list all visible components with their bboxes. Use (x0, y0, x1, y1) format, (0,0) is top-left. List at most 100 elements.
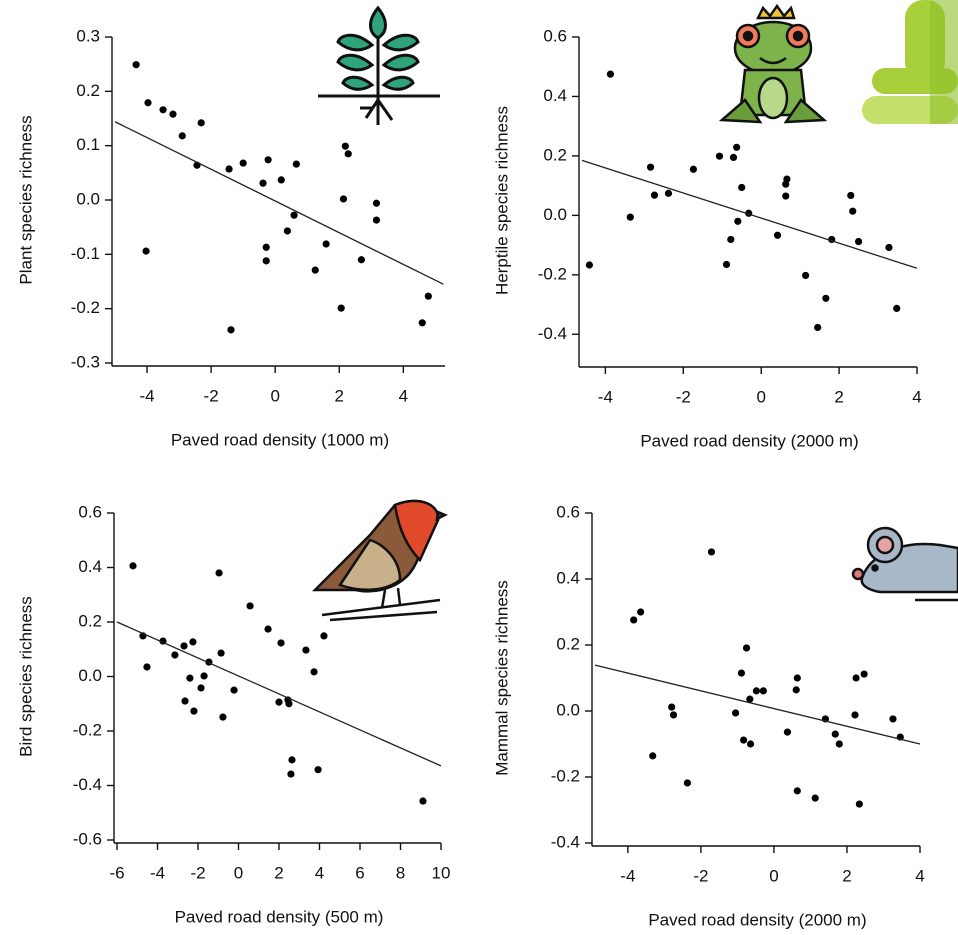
x-axis-label: Paved road density (2000 m) (640, 431, 858, 450)
point (424, 292, 432, 300)
point (227, 326, 235, 334)
point (341, 142, 349, 150)
x-tick-label: -2 (693, 866, 708, 885)
y-tick-label: 0.3 (76, 26, 100, 45)
point (132, 61, 140, 69)
point (302, 646, 310, 654)
point (322, 240, 330, 248)
point (217, 649, 225, 657)
y-tick-label: -0.1 (71, 244, 100, 263)
x-tick-label: 8 (396, 863, 405, 882)
y-tick-label: 0.6 (78, 502, 102, 521)
y-axis-label: Herptile species richness (492, 106, 511, 295)
x-axis-label: Paved road density (2000 m) (648, 910, 866, 929)
point (606, 70, 615, 78)
point (727, 235, 735, 244)
point (292, 160, 300, 168)
plant-icon (318, 5, 440, 125)
x-tick-label: 2 (834, 387, 843, 406)
point (181, 697, 189, 705)
point (646, 163, 655, 171)
point (219, 713, 227, 721)
point (418, 319, 426, 327)
point (814, 323, 822, 332)
point (259, 179, 267, 187)
point (664, 189, 673, 197)
point (262, 257, 270, 265)
y-tick-label: 0.4 (543, 86, 567, 105)
point (142, 247, 150, 255)
x-tick-label: 0 (234, 863, 243, 882)
y-tick-label: -0.2 (71, 298, 100, 317)
y-tick-label: 0.1 (76, 135, 100, 154)
y-tick-label: 0.6 (556, 502, 580, 521)
point (889, 715, 897, 723)
trend-line (594, 664, 921, 745)
x-tick-label: 6 (355, 863, 364, 882)
point (893, 304, 901, 313)
point (854, 237, 863, 246)
x-tick-label: 0 (756, 387, 765, 406)
point (311, 266, 319, 274)
point (277, 176, 285, 184)
point (737, 669, 746, 677)
point (793, 674, 801, 682)
point (339, 195, 348, 203)
x-tick-label: 4 (915, 866, 924, 885)
point (239, 159, 247, 167)
point (264, 156, 272, 164)
point (197, 684, 205, 692)
point (171, 651, 179, 659)
point (372, 216, 381, 224)
point (178, 132, 186, 140)
y-tick-label: 0.0 (556, 700, 580, 719)
point (689, 165, 698, 173)
point (129, 562, 137, 570)
point (230, 686, 238, 694)
point (722, 260, 731, 269)
x-tick-label: 0 (769, 866, 778, 885)
point (277, 639, 285, 647)
point (320, 632, 328, 640)
point (143, 663, 151, 671)
x-tick-label: 4 (399, 386, 408, 405)
point (275, 698, 283, 706)
y-tick-label: 0.0 (76, 189, 100, 208)
x-tick-label: -4 (150, 863, 165, 882)
point (793, 787, 801, 795)
y-tick-label: 0.2 (543, 145, 567, 164)
point (885, 243, 893, 252)
point (357, 256, 365, 264)
point (200, 672, 208, 680)
point (759, 687, 767, 695)
y-tick-label: -0.4 (551, 832, 580, 851)
point (650, 191, 659, 199)
point (344, 150, 352, 158)
y-tick-label: 0.2 (78, 611, 102, 630)
trend-line (116, 621, 442, 767)
y-tick-label: 0.4 (78, 557, 102, 576)
point (283, 227, 291, 235)
y-tick-label: -0.2 (551, 766, 580, 785)
point (169, 110, 177, 118)
point (731, 709, 740, 717)
x-tick-label: 0 (270, 386, 279, 405)
point (419, 797, 427, 805)
point (649, 752, 657, 760)
point (668, 703, 676, 711)
point (849, 207, 857, 215)
x-tick-label: 2 (335, 386, 344, 405)
point (822, 294, 830, 302)
point (860, 670, 868, 678)
point (314, 766, 322, 774)
point (742, 644, 751, 652)
frog-icon (718, 3, 828, 124)
point (746, 695, 754, 703)
point (729, 153, 738, 161)
point (337, 304, 345, 312)
point (811, 794, 819, 802)
point (630, 616, 638, 624)
x-tick-label: 4 (912, 387, 921, 406)
x-axis-label: Paved road density (1000 m) (171, 430, 389, 449)
